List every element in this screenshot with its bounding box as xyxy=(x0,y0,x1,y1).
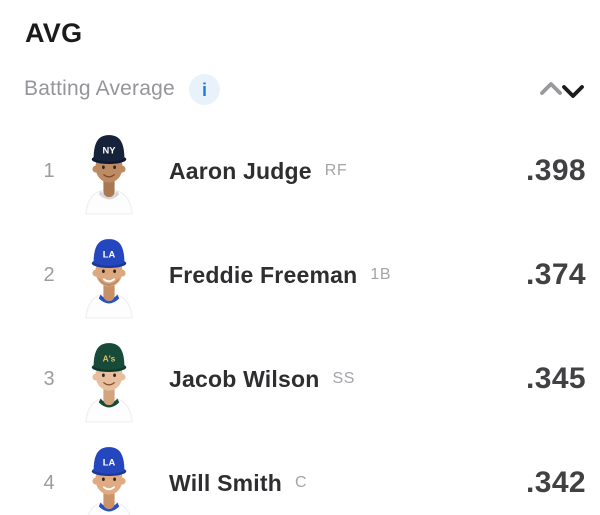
cap-shape xyxy=(93,239,125,266)
stat-name-label: Batting Average xyxy=(24,77,175,100)
rank-label: 2 xyxy=(43,263,55,286)
mouth-shape xyxy=(102,486,116,491)
eye-shape xyxy=(113,477,116,482)
stat-value: .342 xyxy=(526,466,586,499)
eye-shape xyxy=(113,373,116,378)
player-name[interactable]: Jacob Wilson xyxy=(169,365,320,392)
info-icon[interactable]: i xyxy=(188,73,220,105)
team-cap-logo: A's xyxy=(103,353,116,363)
undershirt-shape xyxy=(98,294,120,304)
player-headshot-icon: LA xyxy=(85,239,133,319)
subheader: Batting Average i xyxy=(24,73,588,105)
eye-shape xyxy=(113,165,116,170)
eye-shape xyxy=(102,165,105,170)
eye-shape xyxy=(102,373,105,378)
rank-label: 4 xyxy=(43,471,55,494)
team-cap-logo: LA xyxy=(103,249,116,259)
undershirt-shape xyxy=(98,398,120,408)
stat-value: .398 xyxy=(526,154,586,187)
undershirt-shape xyxy=(98,190,120,200)
player-headshot-icon: A's xyxy=(85,343,133,423)
leader-row[interactable]: 2 LA Freddie Freeman 1B .374 xyxy=(0,223,600,327)
player-position: SS xyxy=(332,370,355,387)
leader-row[interactable]: 1 NY Aaron Judge RF .398 xyxy=(0,119,600,223)
rank-label: 3 xyxy=(43,367,55,390)
leader-row[interactable]: 4 LA Will Smith C .342 xyxy=(0,431,600,515)
leaders-list: 1 NY Aaron Judge RF .398 2 xyxy=(0,119,600,515)
neck-shape xyxy=(103,386,115,406)
player-position: C xyxy=(294,474,308,491)
neck-shape xyxy=(103,490,115,510)
neck-shape xyxy=(103,178,115,198)
sort-controls xyxy=(536,74,588,104)
neck-shape xyxy=(103,282,115,302)
eye-shape xyxy=(102,477,105,482)
cap-shape xyxy=(93,135,125,162)
player-position: 1B xyxy=(370,266,392,283)
mouth-shape xyxy=(102,278,116,283)
chevron-down-icon[interactable] xyxy=(558,80,588,104)
eye-shape xyxy=(102,269,105,274)
player-position: RF xyxy=(324,162,348,179)
page-title: AVG xyxy=(25,18,83,48)
rank-label: 1 xyxy=(43,159,55,182)
player-name[interactable]: Will Smith xyxy=(169,469,282,496)
team-cap-logo: LA xyxy=(103,457,116,467)
stat-value: .345 xyxy=(526,362,586,395)
player-headshot-icon: LA xyxy=(87,447,131,515)
mouth-shape xyxy=(103,382,115,386)
chevron-up-icon[interactable] xyxy=(536,77,566,101)
info-icon-glyph: i xyxy=(202,80,207,100)
stat-value: .374 xyxy=(526,258,586,291)
player-name[interactable]: Aaron Judge xyxy=(169,157,312,184)
player-headshot-icon: NY xyxy=(85,135,133,215)
leader-row[interactable]: 3 A's Jacob Wilson SS .345 xyxy=(0,327,600,431)
beard-shape xyxy=(98,277,120,287)
info-icon-circle xyxy=(188,73,220,105)
cap-shape xyxy=(93,343,125,370)
player-name[interactable]: Freddie Freeman xyxy=(169,261,358,288)
eye-shape xyxy=(113,269,116,274)
undershirt-shape xyxy=(98,502,120,512)
mouth-shape xyxy=(103,174,115,178)
cap-shape xyxy=(93,447,125,474)
team-cap-logo: NY xyxy=(103,145,117,155)
